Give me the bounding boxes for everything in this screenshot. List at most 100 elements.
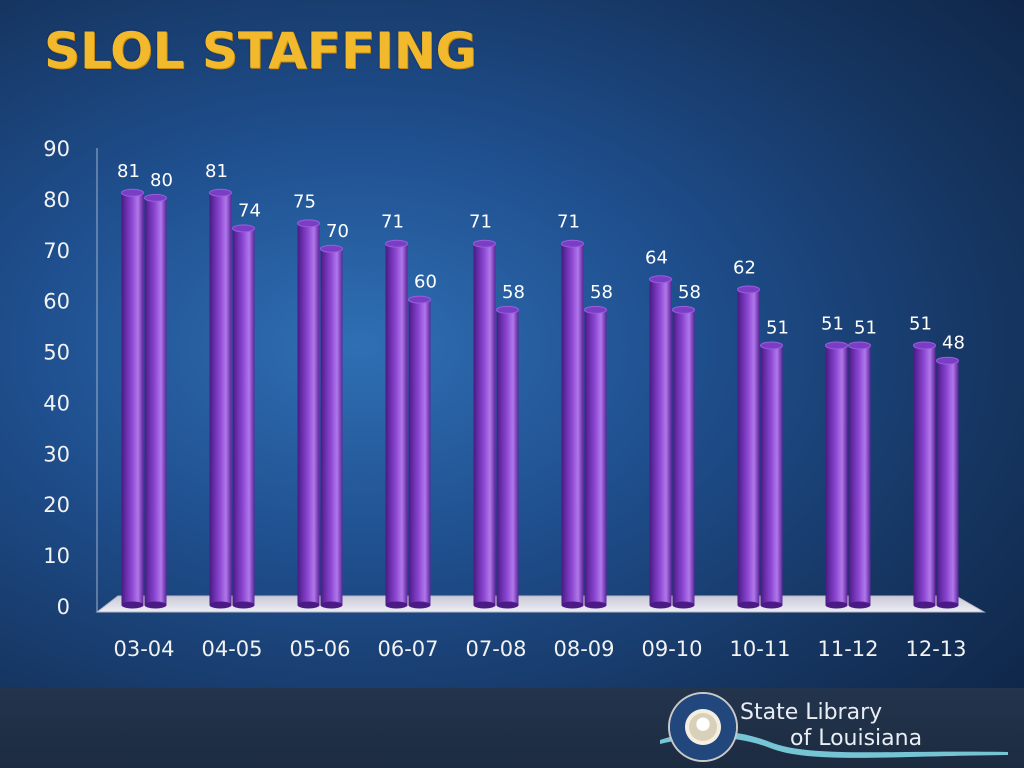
bar-base bbox=[584, 601, 607, 609]
bar-base bbox=[825, 601, 848, 609]
bar-value-label: 51 bbox=[854, 317, 877, 338]
bar bbox=[144, 193, 167, 609]
slide-title: SLOL STAFFING bbox=[44, 22, 477, 80]
x-axis: 03-04 04-05 05-06 06-07 07-08 08-09 09-10 10-11… bbox=[113, 637, 966, 661]
bar-base bbox=[737, 601, 760, 609]
bar-cap bbox=[408, 295, 431, 304]
bar-body bbox=[385, 243, 408, 605]
bar-cap bbox=[584, 305, 607, 314]
bar-value-label: 81 bbox=[117, 161, 140, 182]
y-tick-label: 70 bbox=[43, 239, 70, 263]
bar-cap bbox=[209, 188, 232, 197]
bar-body bbox=[121, 192, 144, 606]
x-tick-label: 03-04 bbox=[113, 637, 174, 661]
bar-cap bbox=[473, 239, 496, 248]
bar-cap bbox=[737, 285, 760, 294]
x-tick-label: 04-05 bbox=[201, 637, 262, 661]
bar-body bbox=[584, 309, 607, 605]
y-tick-label: 0 bbox=[57, 595, 70, 619]
bar-body bbox=[936, 360, 959, 605]
bar-body bbox=[496, 309, 519, 605]
y-axis: 0 10 20 30 40 50 60 70 80 90 bbox=[43, 137, 70, 619]
bar-base bbox=[209, 601, 232, 609]
y-tick-label: 60 bbox=[43, 290, 70, 314]
bar-cap bbox=[385, 239, 408, 248]
bar-body bbox=[144, 197, 167, 605]
bar-value-label: 51 bbox=[821, 313, 844, 334]
bar-body bbox=[473, 243, 496, 605]
bar-base bbox=[297, 601, 320, 609]
bar-base bbox=[385, 601, 408, 609]
bar bbox=[121, 188, 144, 609]
y-tick-label: 40 bbox=[43, 391, 70, 415]
bar-cap bbox=[320, 244, 343, 253]
bar-value-label: 58 bbox=[502, 282, 525, 303]
bar-base bbox=[473, 601, 496, 609]
x-tick-label: 08-09 bbox=[553, 637, 614, 661]
bar-base bbox=[913, 601, 936, 609]
bar-cap bbox=[496, 305, 519, 314]
bar-base bbox=[496, 601, 519, 609]
bar bbox=[209, 188, 232, 609]
bar-base bbox=[561, 601, 584, 609]
pelican-emblem-icon bbox=[689, 713, 717, 741]
bar-base bbox=[760, 601, 783, 609]
bar bbox=[913, 341, 936, 609]
bar-cap bbox=[760, 341, 783, 350]
bar-value-label: 58 bbox=[678, 282, 701, 303]
bar bbox=[320, 244, 343, 609]
bar-value-label: 62 bbox=[733, 257, 756, 278]
bar bbox=[936, 356, 959, 609]
bar bbox=[649, 275, 672, 609]
y-tick-label: 50 bbox=[43, 341, 70, 365]
y-tick-label: 30 bbox=[43, 442, 70, 466]
bar-body bbox=[209, 192, 232, 606]
bar-cap bbox=[672, 305, 695, 314]
y-tick-label: 10 bbox=[43, 544, 70, 568]
y-tick-label: 80 bbox=[43, 188, 70, 212]
bar-value-label: 71 bbox=[469, 212, 492, 233]
bar-cap bbox=[913, 341, 936, 350]
bar-value-label: 58 bbox=[590, 282, 613, 303]
bar bbox=[848, 341, 871, 609]
bar-group: 81 80 81 74 75 70 71 60 71 58 71 58 64 58 62 51 51 51 51 48 bbox=[117, 161, 965, 609]
bar-value-label: 60 bbox=[414, 272, 437, 293]
logo-text-line1: State Library bbox=[740, 700, 883, 725]
bar bbox=[584, 305, 607, 609]
bar-cap bbox=[297, 219, 320, 228]
staffing-bar-chart: 0 10 20 30 40 50 60 70 80 90 81 80 81 74 75 70 71 60 71 58… bbox=[43, 137, 986, 661]
bar bbox=[473, 239, 496, 609]
bar-cap bbox=[649, 275, 672, 284]
bar-body bbox=[825, 345, 848, 605]
swoosh-graphic bbox=[660, 731, 1008, 758]
bar-value-label: 75 bbox=[293, 191, 316, 212]
bar-value-label: 51 bbox=[766, 317, 789, 338]
bar bbox=[561, 239, 584, 609]
x-tick-label: 10-11 bbox=[729, 637, 790, 661]
bar-base bbox=[144, 601, 167, 609]
bar-base bbox=[408, 601, 431, 609]
bar-cap bbox=[848, 341, 871, 350]
bar-value-label: 74 bbox=[238, 200, 261, 221]
x-tick-label: 05-06 bbox=[289, 637, 350, 661]
bar bbox=[672, 305, 695, 609]
bar-body bbox=[672, 309, 695, 605]
bar bbox=[825, 341, 848, 609]
bar bbox=[297, 219, 320, 609]
state-library-logo: State Library of Louisiana bbox=[660, 690, 1020, 766]
bar-base bbox=[672, 601, 695, 609]
bar-body bbox=[760, 345, 783, 605]
bar-value-label: 51 bbox=[909, 313, 932, 334]
x-tick-label: 11-12 bbox=[817, 637, 878, 661]
bar-value-label: 81 bbox=[205, 161, 228, 182]
bar-value-label: 70 bbox=[326, 221, 349, 242]
y-tick-label: 90 bbox=[43, 137, 70, 161]
bar-cap bbox=[144, 193, 167, 202]
bar-base bbox=[232, 601, 255, 609]
bar-value-label: 64 bbox=[645, 247, 668, 268]
bar bbox=[385, 239, 408, 609]
bar-body bbox=[848, 345, 871, 605]
bar bbox=[408, 295, 431, 609]
bar-cap bbox=[232, 224, 255, 233]
bar-value-label: 71 bbox=[557, 212, 580, 233]
